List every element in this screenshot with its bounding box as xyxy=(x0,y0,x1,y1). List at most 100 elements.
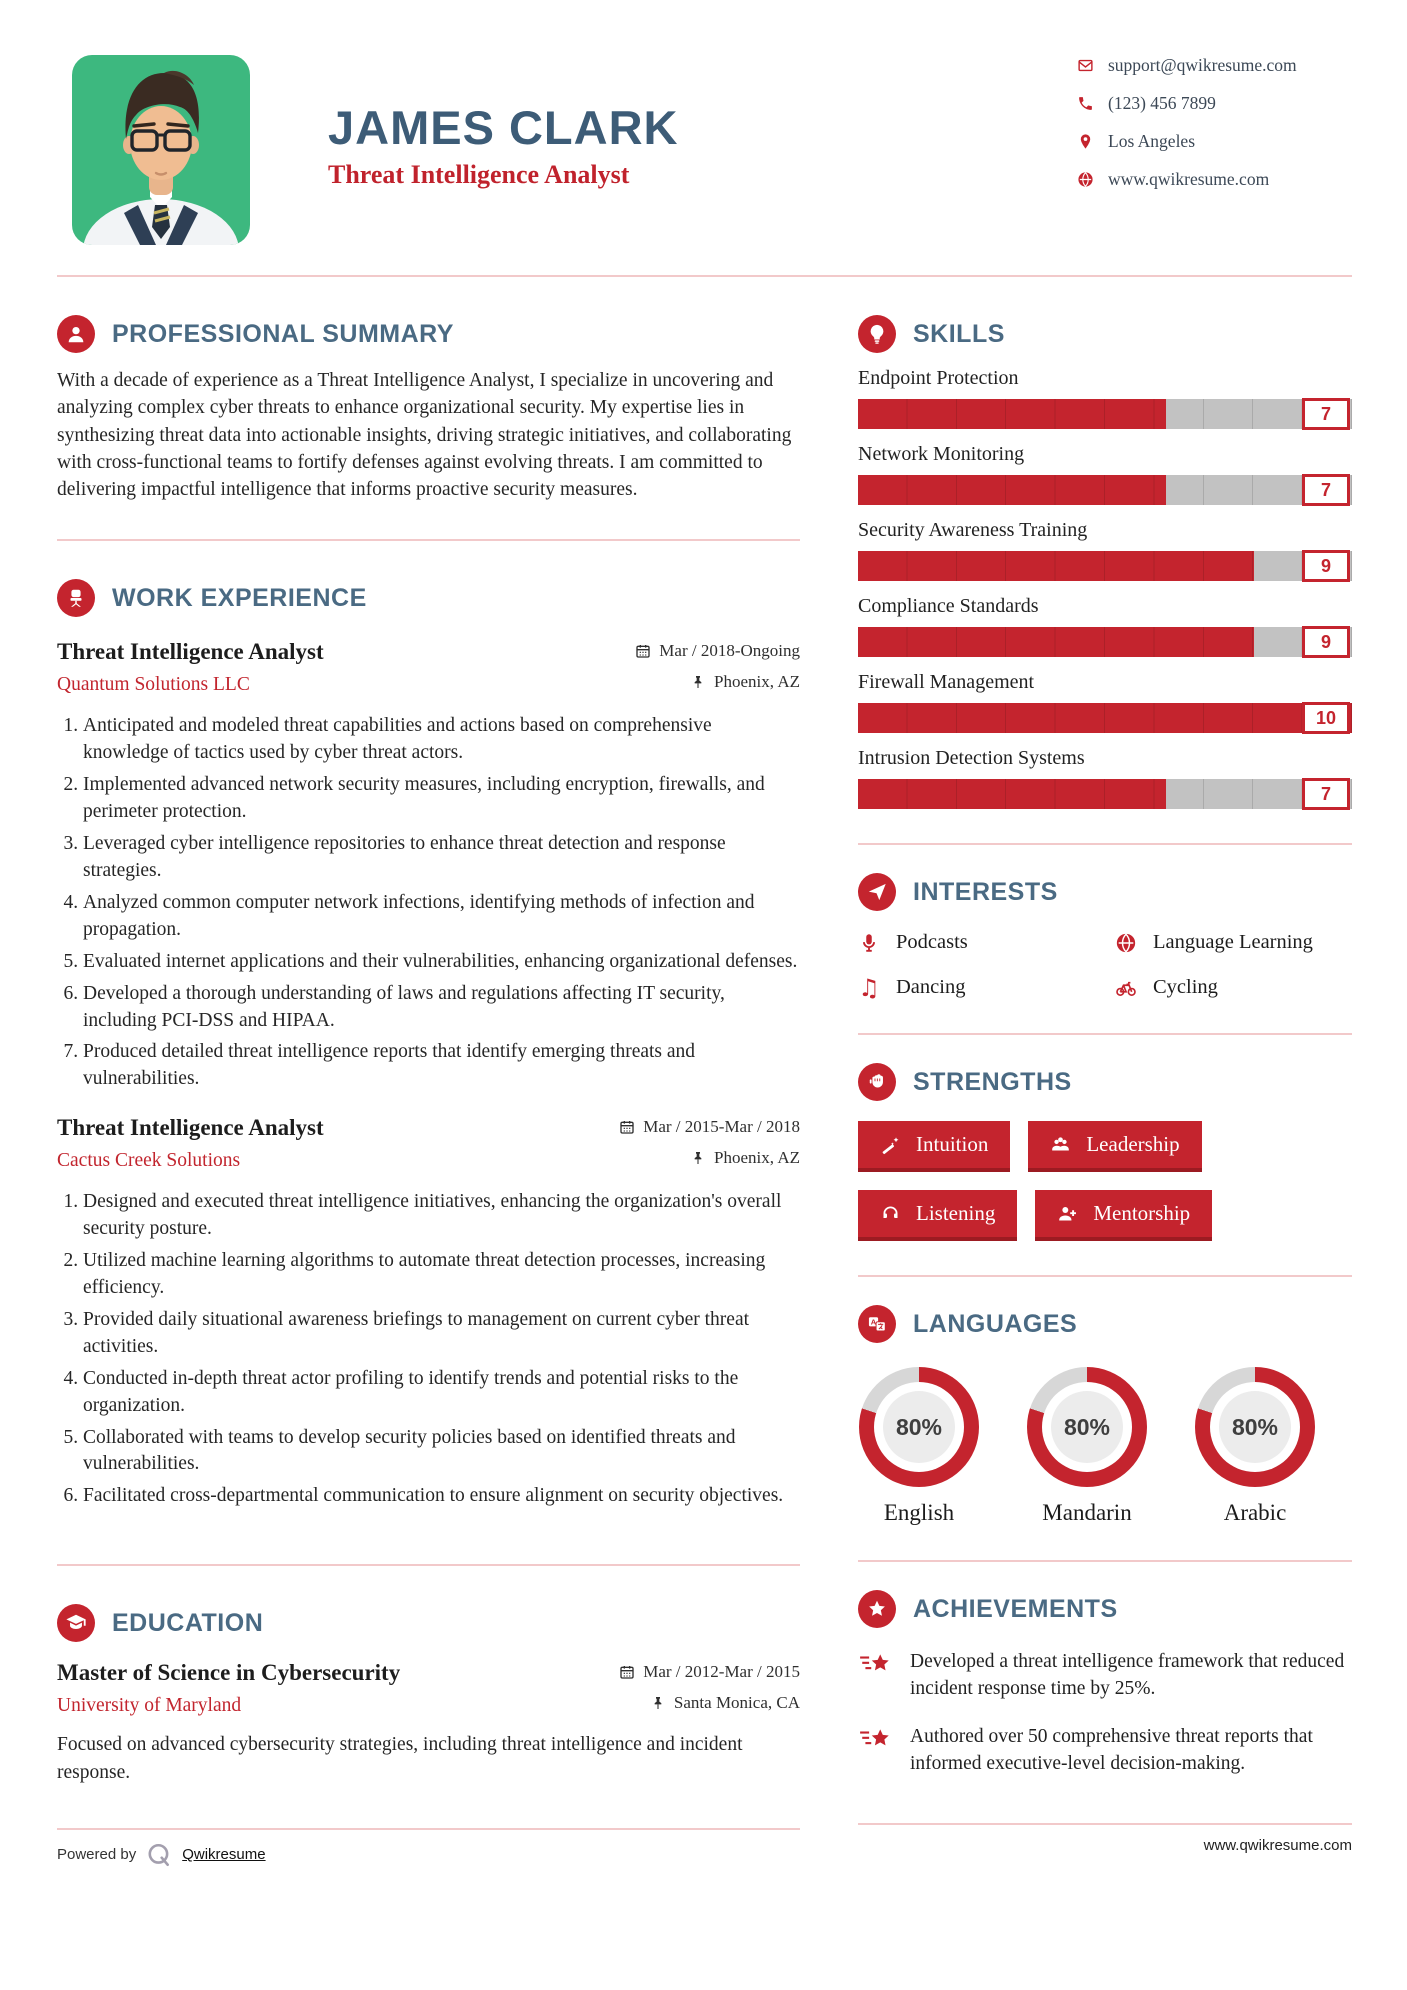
job-entry: Threat Intelligence Analyst Mar / 2015-M… xyxy=(57,1115,800,1510)
footer-divider-right xyxy=(858,1823,1352,1826)
achievement-text: Developed a threat intelligence framewor… xyxy=(910,1651,1345,1700)
skill-row: Compliance Standards 9 xyxy=(858,595,1352,658)
skill-bar-fill xyxy=(858,703,1352,733)
work-heading: WORK EXPERIENCE xyxy=(112,583,367,612)
skill-row: Security Awareness Training 9 xyxy=(858,519,1352,582)
strength-label: Leadership xyxy=(1086,1132,1180,1156)
job-entry: Threat Intelligence Analyst Mar / 2018-O… xyxy=(57,639,800,1093)
skill-bar-segments xyxy=(858,703,1352,733)
person-icon xyxy=(57,315,95,353)
summary-section-header: PROFESSIONAL SUMMARY xyxy=(57,315,800,353)
education-location-text: Santa Monica, CA xyxy=(673,1693,800,1713)
skill-bar: 10 xyxy=(858,702,1352,734)
language-donut: 80% xyxy=(1027,1367,1147,1487)
section-divider xyxy=(57,539,800,542)
language-name: Mandarin xyxy=(1042,1500,1132,1525)
language-item: 80% Mandarin xyxy=(1026,1367,1148,1526)
job-bullet: Evaluated internet applications and thei… xyxy=(83,949,800,976)
summary-heading: PROFESSIONAL SUMMARY xyxy=(112,319,454,348)
contact-phone-text: (123) 456 7899 xyxy=(1108,93,1216,113)
achievements-heading: ACHIEVEMENTS xyxy=(913,1594,1118,1623)
section-divider xyxy=(858,1275,1352,1277)
pushpin-icon xyxy=(690,1150,706,1166)
education-description: Focused on advanced cybersecurity strate… xyxy=(57,1734,743,1783)
fist-icon xyxy=(858,1063,896,1101)
job-bullet: Designed and executed threat intelligenc… xyxy=(83,1189,800,1243)
calendar-icon xyxy=(619,1664,635,1680)
job-date: Mar / 2018-Ongoing xyxy=(635,641,800,661)
summary-text: With a decade of experience as a Threat … xyxy=(57,370,792,501)
job-bullet: Collaborated with teams to develop secur… xyxy=(83,1425,800,1479)
skill-bar-fill xyxy=(858,399,1166,429)
skill-bar: 9 xyxy=(858,550,1352,582)
contact-email[interactable]: support@qwikresume.com xyxy=(1077,55,1352,76)
job-company: Cactus Creek Solutions xyxy=(57,1150,241,1172)
strength-chip: Leadership xyxy=(1028,1121,1202,1172)
education-degree: Master of Science in Cybersecurity xyxy=(57,1660,401,1686)
people-group-icon xyxy=(1050,1134,1071,1155)
person-job-title: Threat Intelligence Analyst xyxy=(328,160,630,190)
education-section-header: EDUCATION xyxy=(57,1604,800,1643)
microphone-icon xyxy=(858,932,880,954)
interest-label: Podcasts xyxy=(896,931,968,953)
skill-bar-fill xyxy=(858,627,1254,657)
job-title: Threat Intelligence Analyst xyxy=(57,1115,324,1141)
profile-photo xyxy=(72,55,250,245)
skill-bar-segments xyxy=(858,627,1352,657)
job-location-text: Phoenix, AZ xyxy=(714,1148,800,1168)
section-divider xyxy=(858,843,1352,845)
job-date-text: Mar / 2015-Mar / 2018 xyxy=(643,1117,800,1137)
skill-score: 9 xyxy=(1302,626,1350,658)
headphones-icon xyxy=(880,1203,901,1224)
education-school: University of Maryland xyxy=(57,1695,242,1717)
content: PROFESSIONAL SUMMARY With a decade of ex… xyxy=(0,277,1407,1868)
contact-email-text: support@qwikresume.com xyxy=(1108,55,1297,75)
skills-heading: SKILLS xyxy=(913,319,1005,348)
skill-bar: 7 xyxy=(858,474,1352,506)
skill-name: Security Awareness Training xyxy=(858,519,1088,541)
skill-bar-fill xyxy=(858,475,1166,505)
job-bullet-list: Designed and executed threat intelligenc… xyxy=(57,1189,800,1510)
office-chair-icon xyxy=(57,579,95,618)
interests-heading: INTERESTS xyxy=(913,877,1058,906)
svg-text:A: A xyxy=(871,1318,877,1327)
job-bullet: Analyzed common computer network infecti… xyxy=(83,890,800,944)
skill-bar-fill xyxy=(858,779,1166,809)
interest-label: Dancing xyxy=(896,976,966,998)
qwikresume-brand-link[interactable]: Qwikresume xyxy=(182,1846,266,1864)
achievement-text: Authored over 50 comprehensive threat re… xyxy=(910,1725,1313,1774)
language-list: 80% English 80% Mandarin 80% xyxy=(858,1367,1352,1526)
job-bullet: Implemented advanced network security me… xyxy=(83,772,800,826)
contact-phone[interactable]: (123) 456 7899 xyxy=(1077,93,1352,114)
contact-website[interactable]: www.qwikresume.com xyxy=(1077,169,1352,190)
header-divider xyxy=(57,275,1352,277)
interest-label: Language Learning xyxy=(1153,931,1313,953)
section-divider xyxy=(858,1033,1352,1035)
footer-divider-left xyxy=(57,1827,800,1830)
interest-item: Podcasts xyxy=(858,931,1095,954)
strength-chip: Intuition xyxy=(858,1121,1011,1172)
skill-row: Endpoint Protection 7 xyxy=(858,367,1352,430)
skill-name: Compliance Standards xyxy=(858,595,1039,617)
location-pin-icon xyxy=(1077,133,1094,150)
contact-website-text: www.qwikresume.com xyxy=(1108,169,1270,189)
skill-bar-segments xyxy=(858,475,1352,505)
shooting-star-icon xyxy=(858,1650,894,1682)
contact-location-text: Los Angeles xyxy=(1108,131,1196,151)
skill-bar: 9 xyxy=(858,626,1352,658)
footer-website[interactable]: www.qwikresume.com xyxy=(1203,1837,1352,1855)
strength-chips: Intuition Leadership Listening xyxy=(858,1121,1352,1241)
skill-score: 9 xyxy=(1302,550,1350,582)
skill-score: 10 xyxy=(1302,702,1350,734)
job-bullet: Utilized machine learning algorithms to … xyxy=(83,1248,800,1302)
left-column: PROFESSIONAL SUMMARY With a decade of ex… xyxy=(57,277,800,1868)
strengths-section-header: STRENGTHS xyxy=(858,1063,1352,1101)
language-name: English xyxy=(883,1500,955,1525)
skill-row: Firewall Management 10 xyxy=(858,671,1352,734)
job-location: Phoenix, AZ xyxy=(690,1148,800,1168)
language-name: Arabic xyxy=(1223,1500,1287,1525)
strength-chip: Listening xyxy=(858,1190,1018,1241)
calendar-icon xyxy=(635,643,651,659)
job-location: Phoenix, AZ xyxy=(690,672,800,692)
language-donut: 80% xyxy=(859,1367,979,1487)
